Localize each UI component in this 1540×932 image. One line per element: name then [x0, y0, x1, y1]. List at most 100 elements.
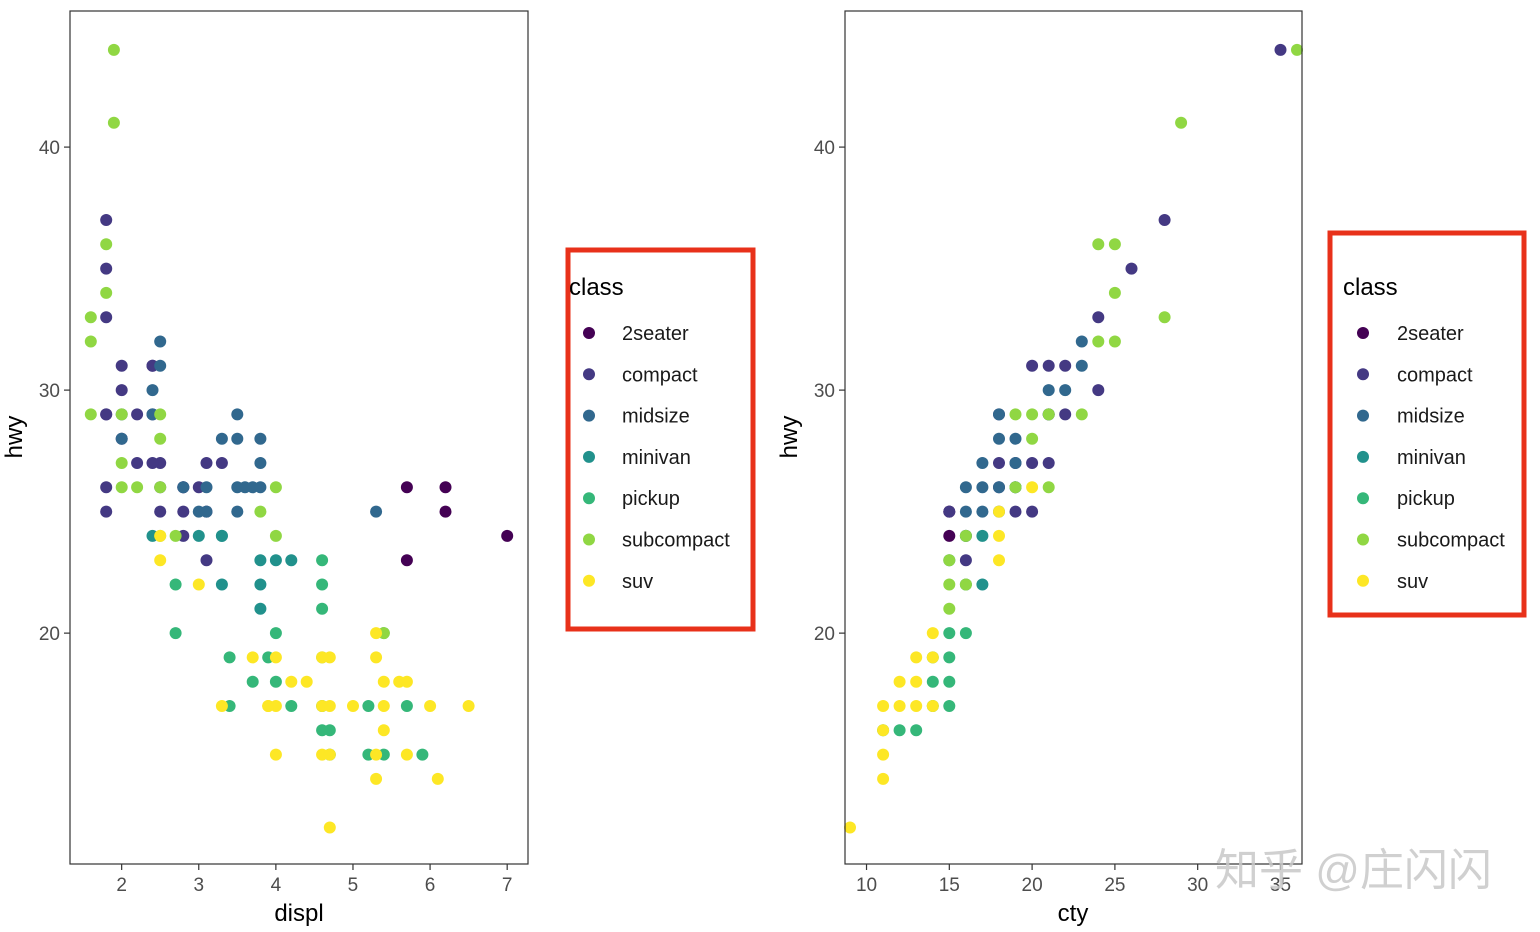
data-point-subcompact — [1009, 408, 1022, 421]
data-point-midsize — [959, 481, 972, 494]
legend-highlight-box — [565, 247, 756, 632]
data-point-subcompact — [1042, 481, 1055, 494]
legend-label: suv — [1397, 571, 1428, 593]
x-tick-label: 35 — [1270, 875, 1291, 896]
data-point-midsize — [154, 359, 167, 372]
data-point-minivan — [285, 554, 298, 567]
data-point-minivan — [254, 554, 267, 567]
data-point-suv — [844, 821, 856, 834]
x-axis-title: displ — [274, 900, 323, 927]
legend-item-minivan: minivan — [1357, 447, 1466, 469]
data-point-pickup — [943, 627, 956, 640]
data-point-subcompact — [269, 529, 282, 542]
x-tick-label: 4 — [271, 875, 282, 896]
data-point-midsize — [200, 505, 213, 518]
data-point-compact — [959, 554, 972, 567]
legend-label: compact — [1397, 364, 1473, 386]
data-point-midsize — [993, 481, 1005, 494]
data-point-compact — [131, 408, 144, 421]
data-point-suv — [323, 748, 336, 761]
legend-label: subcompact — [622, 530, 730, 552]
legend-key-dot — [1357, 533, 1369, 546]
data-point-pickup — [285, 700, 298, 712]
legend-item-subcompact: subcompact — [1357, 530, 1505, 552]
y-axis-title: hwy — [1, 416, 28, 459]
data-point-compact — [215, 457, 228, 469]
data-point-midsize — [976, 457, 989, 469]
data-point-suv — [910, 700, 923, 712]
data-point-midsize — [1059, 384, 1072, 397]
data-point-2seater — [439, 505, 452, 518]
data-point-subcompact — [943, 554, 956, 567]
data-point-suv — [993, 529, 1005, 542]
data-point-suv — [926, 700, 939, 712]
legend-key-dot — [583, 492, 595, 505]
legend-highlight-box — [1327, 230, 1527, 618]
data-point-pickup — [169, 578, 182, 591]
data-point-minivan — [254, 578, 267, 591]
legend-item-compact: compact — [583, 364, 698, 386]
data-point-subcompact — [1026, 408, 1039, 421]
data-point-pickup — [943, 700, 956, 712]
x-tick-label: 10 — [856, 875, 877, 896]
data-point-midsize — [254, 432, 267, 445]
data-point-pickup — [316, 602, 329, 615]
data-point-suv — [192, 578, 205, 591]
legend-item-2seater: 2seater — [1357, 323, 1464, 345]
data-point-compact — [100, 311, 113, 324]
data-point-suv — [400, 675, 413, 688]
legend-item-subcompact: subcompact — [583, 530, 730, 552]
data-point-midsize — [1009, 457, 1022, 469]
data-point-suv — [400, 748, 413, 761]
y-axis-ticks: 20 30 40 — [814, 138, 845, 645]
data-point-pickup — [926, 675, 939, 688]
legend-key-dot — [1357, 492, 1369, 505]
y-axis-title: hwy — [776, 416, 803, 459]
legend-items: 2seater compact midsize minivan pickup subcom… — [1357, 323, 1505, 593]
data-point-subcompact — [100, 286, 113, 299]
panel-right-cty-vs-hwy: 10 15 20 25 30 35 20 30 40 cty hwy — [776, 10, 1303, 927]
data-point-suv — [877, 700, 890, 712]
data-point-pickup — [316, 578, 329, 591]
data-point-suv — [893, 700, 906, 712]
y-axis-ticks: 20 30 40 — [39, 138, 70, 645]
legend-label: minivan — [622, 447, 691, 469]
y-tick-label: 30 — [814, 381, 835, 402]
legend-key-dot — [583, 368, 595, 381]
data-point-subcompact — [1092, 335, 1105, 348]
data-point-compact — [943, 505, 956, 518]
data-point-pickup — [362, 700, 375, 712]
data-point-suv — [926, 651, 939, 664]
data-point-pickup — [893, 724, 906, 737]
legend-key-dot — [1357, 450, 1369, 463]
legend-label: suv — [622, 571, 653, 593]
data-point-minivan — [976, 529, 989, 542]
x-tick-label: 15 — [939, 875, 960, 896]
data-point-midsize — [254, 457, 267, 469]
data-point-midsize — [154, 335, 167, 348]
data-point-midsize — [1075, 335, 1088, 348]
data-point-compact — [1042, 457, 1055, 469]
data-point-2seater — [501, 529, 514, 542]
data-point-compact — [100, 408, 113, 421]
legend-key-dot — [583, 327, 595, 339]
data-point-compact — [1009, 505, 1022, 518]
data-point-subcompact — [269, 481, 282, 494]
data-point-subcompact — [1108, 286, 1121, 299]
data-point-compact — [1042, 359, 1055, 372]
data-point-compact — [146, 457, 159, 469]
x-tick-label: 7 — [502, 875, 513, 896]
data-point-compact — [100, 262, 113, 275]
data-point-suv — [893, 675, 906, 688]
data-point-minivan — [254, 602, 267, 615]
data-point-compact — [1059, 408, 1072, 421]
legend-items: 2seater compact midsize minivan pickup subcom… — [583, 323, 730, 593]
data-point-minivan — [269, 554, 282, 567]
x-axis-ticks: 2 3 4 5 6 7 — [116, 864, 512, 896]
data-point-suv — [993, 554, 1005, 567]
legend-key-dot — [1357, 574, 1369, 587]
data-point-suv — [370, 627, 383, 640]
data-point-subcompact — [1158, 311, 1171, 324]
data-point-compact — [1274, 43, 1287, 56]
data-point-subcompact — [959, 529, 972, 542]
